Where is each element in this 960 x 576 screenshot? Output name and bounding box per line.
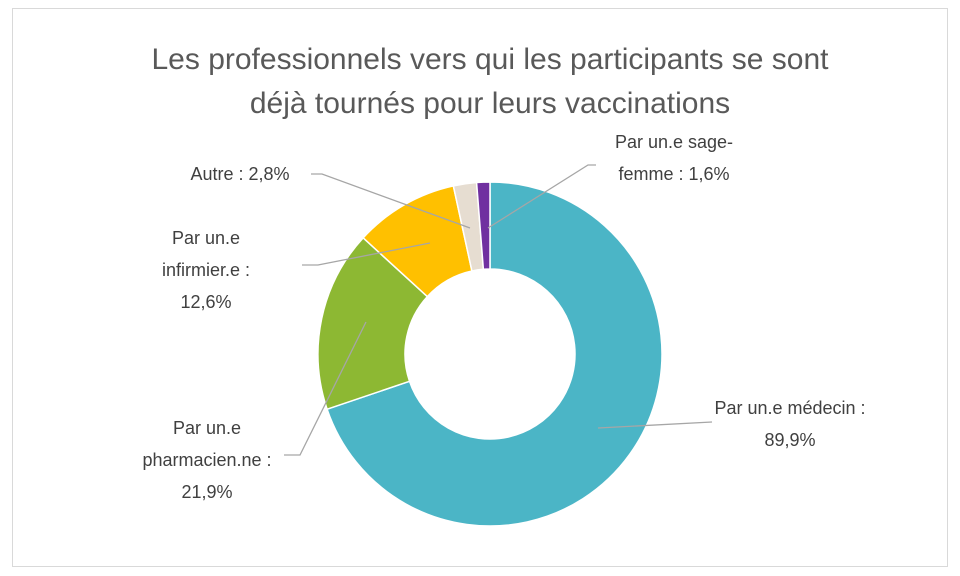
data-label: Par un.e pharmacien.ne : 21,9% xyxy=(142,418,272,502)
leader-lines xyxy=(284,164,713,456)
data-label: Par un.e médecin : 89,9% xyxy=(714,398,866,450)
leader-line xyxy=(487,164,596,229)
data-label: Autre : 2,8% xyxy=(190,164,290,184)
chart-title: Les professionnels vers qui les particip… xyxy=(151,43,829,120)
data-label: Par un.e sage-femme : 1,6% xyxy=(614,132,734,184)
slice xyxy=(326,181,663,527)
slice xyxy=(317,236,429,411)
leader-line xyxy=(597,421,713,429)
leader-line xyxy=(311,173,471,229)
data-label: Par un.e infirmier.e : 12,6% xyxy=(161,228,251,312)
leader-line xyxy=(302,242,431,266)
slice xyxy=(475,181,491,271)
leader-line xyxy=(284,321,367,456)
